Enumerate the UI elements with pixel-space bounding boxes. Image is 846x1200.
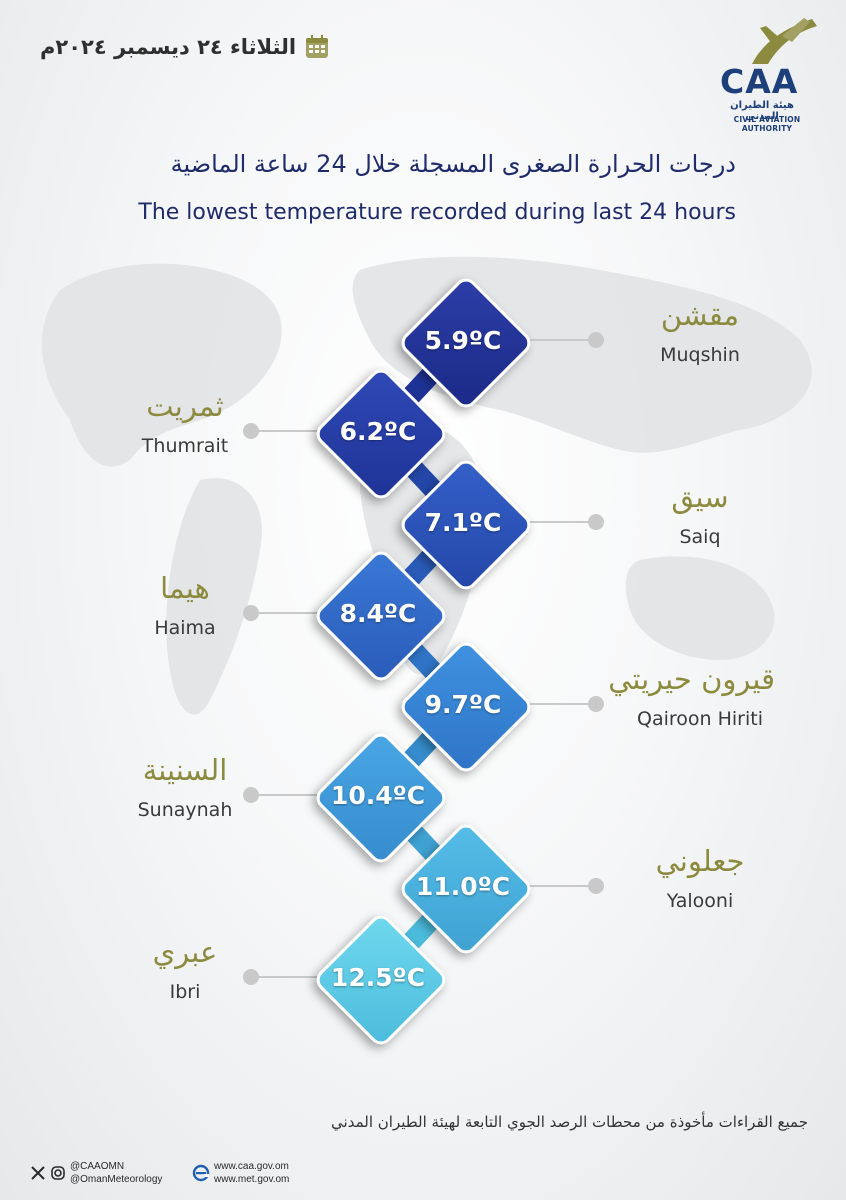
temperature-diamond: 12.5ºC: [311, 910, 451, 1050]
station-name-english: Muqshin: [660, 344, 740, 366]
social-links: @CAAOMN @OmanMeteorology: [30, 1160, 162, 1186]
temperature-value: 10.4ºC: [330, 780, 426, 810]
station-name-english: Ibri: [169, 981, 201, 1003]
leader-dot: [243, 969, 259, 985]
temperature-value: 5.9ºC: [424, 325, 502, 355]
temperature-diamond: 9.7ºC: [396, 637, 536, 777]
leader-line: [513, 885, 595, 887]
temperature-diamond: 5.9ºC: [396, 273, 536, 413]
date-text: الثلاثاء ٢٤ ديسمبر ٢٠٢٤م: [40, 35, 297, 59]
leader-line: [513, 703, 595, 705]
airplane-logo-icon: [752, 18, 817, 64]
station-name-arabic: قيرون حيريتي: [608, 662, 775, 696]
station-name-english: Haima: [154, 617, 216, 639]
temperature-value: 9.7ºC: [424, 689, 502, 719]
date-row: الثلاثاء ٢٤ ديسمبر ٢٠٢٤م: [40, 34, 330, 60]
social-handle-caa[interactable]: @CAAOMN: [70, 1161, 125, 1172]
logo-arabic: هيئة الطيران المدني: [730, 100, 794, 122]
leader-dot: [243, 423, 259, 439]
leader-line: [513, 521, 595, 523]
station-name-english: Saiq: [679, 526, 721, 548]
station-name-arabic: جعلوني: [655, 844, 745, 878]
leader-line: [250, 794, 328, 796]
caa-logo: CAA هيئة الطيران المدني CIVIL AVIATION A…: [712, 14, 822, 133]
leader-dot: [243, 787, 259, 803]
station-name-arabic: هيما: [160, 571, 210, 605]
website-links: www.caa.gov.om www.met.gov.om: [192, 1160, 289, 1186]
website-met[interactable]: www.met.gov.om: [214, 1174, 290, 1185]
website-caa[interactable]: www.caa.gov.om: [214, 1161, 289, 1172]
temperature-diamond: 10.4ºC: [311, 728, 451, 868]
temperature-diamond: 11.0ºC: [396, 819, 536, 959]
browser-e-icon: [192, 1164, 210, 1182]
social-handle-met[interactable]: @OmanMeteorology: [70, 1174, 163, 1185]
leader-line: [513, 339, 595, 341]
social-handles: @CAAOMN @OmanMeteorology: [70, 1160, 162, 1186]
temperature-diamond: 7.1ºC: [396, 455, 536, 595]
temperature-value: 12.5ºC: [330, 962, 426, 992]
temperature-value: 7.1ºC: [424, 507, 502, 537]
title-english: The lowest temperature recorded during l…: [138, 200, 736, 225]
station-name-english: Sunaynah: [137, 799, 233, 821]
temperature-value: 8.4ºC: [339, 598, 417, 628]
instagram-icon[interactable]: [50, 1165, 66, 1181]
station-name-arabic: مقشن: [660, 298, 740, 332]
station-name-arabic: السنينة: [142, 753, 228, 787]
x-icon[interactable]: [30, 1165, 46, 1181]
station-name-arabic: عبري: [152, 935, 218, 969]
leader-line: [250, 430, 328, 432]
leader-dot: [243, 605, 259, 621]
temperature-value: 11.0ºC: [415, 871, 511, 901]
temperature-diamond: 8.4ºC: [311, 546, 451, 686]
temperature-value: 6.2ºC: [339, 416, 417, 446]
logo-abbr: CAA: [720, 62, 799, 101]
station-name-english: Qairoon Hiriti: [637, 708, 763, 730]
station-name-english: Thumrait: [141, 435, 229, 457]
calendar-icon: [306, 35, 329, 58]
temperature-diamond: 6.2ºC: [311, 364, 451, 504]
leader-dot: [588, 878, 604, 894]
station-name-arabic: سيق: [671, 480, 729, 514]
footer-note: جميع القراءات مأخوذة من محطات الرصد الجو…: [331, 1113, 808, 1131]
leader-line: [250, 976, 328, 978]
station-name-arabic: ثمريت: [146, 389, 224, 423]
leader-dot: [588, 696, 604, 712]
logo-english: CIVIL AVIATION AUTHORITY: [733, 115, 801, 133]
station-name-english: Yalooni: [666, 890, 734, 912]
title-arabic: درجات الحرارة الصغرى المسجلة خلال 24 ساع…: [170, 150, 736, 178]
website-urls: www.caa.gov.om www.met.gov.om: [214, 1160, 289, 1186]
leader-line: [250, 612, 328, 614]
leader-dot: [588, 332, 604, 348]
leader-dot: [588, 514, 604, 530]
